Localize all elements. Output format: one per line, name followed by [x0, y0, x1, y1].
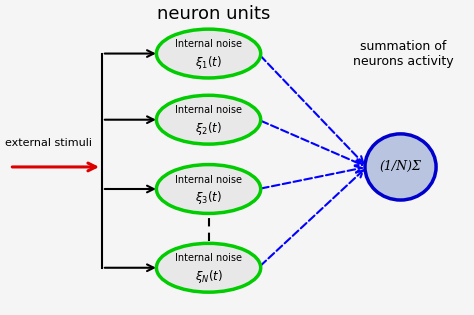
Text: $\xi_1(t)$: $\xi_1(t)$ [195, 54, 222, 71]
Text: $\xi_3(t)$: $\xi_3(t)$ [195, 189, 222, 206]
Text: $\xi_N(t)$: $\xi_N(t)$ [195, 268, 222, 285]
Text: neuron units: neuron units [156, 5, 270, 23]
Ellipse shape [365, 134, 436, 200]
Text: summation of
neurons activity: summation of neurons activity [353, 40, 453, 67]
Ellipse shape [156, 164, 261, 214]
Text: Internal noise: Internal noise [175, 175, 242, 185]
Text: external stimuli: external stimuli [5, 138, 92, 148]
Ellipse shape [156, 243, 261, 292]
Ellipse shape [156, 29, 261, 78]
Text: Internal noise: Internal noise [175, 105, 242, 115]
Text: Internal noise: Internal noise [175, 253, 242, 263]
Text: Internal noise: Internal noise [175, 39, 242, 49]
Text: $\xi_2(t)$: $\xi_2(t)$ [195, 120, 222, 137]
Text: (1/N)Σ: (1/N)Σ [380, 160, 421, 174]
Ellipse shape [156, 95, 261, 144]
